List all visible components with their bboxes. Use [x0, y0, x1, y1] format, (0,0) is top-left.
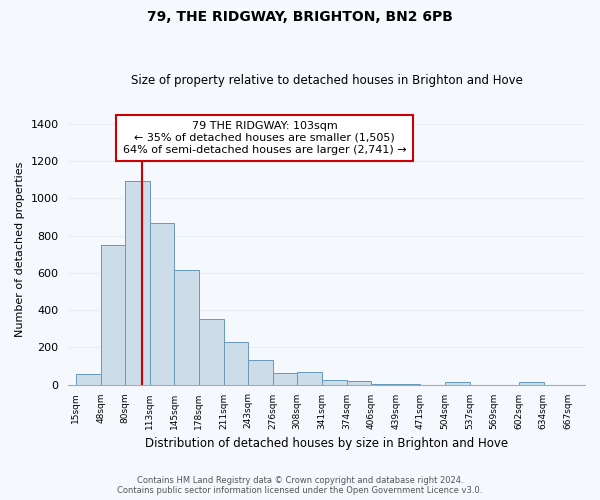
- X-axis label: Distribution of detached houses by size in Brighton and Hove: Distribution of detached houses by size …: [145, 437, 508, 450]
- Bar: [347, 382, 371, 384]
- Bar: [322, 380, 347, 384]
- Bar: [297, 372, 322, 384]
- Bar: [518, 382, 544, 384]
- Bar: [224, 342, 248, 384]
- Text: 79 THE RIDGWAY: 103sqm
← 35% of detached houses are smaller (1,505)
64% of semi-: 79 THE RIDGWAY: 103sqm ← 35% of detached…: [123, 122, 407, 154]
- Text: 79, THE RIDGWAY, BRIGHTON, BN2 6PB: 79, THE RIDGWAY, BRIGHTON, BN2 6PB: [147, 10, 453, 24]
- Text: Contains HM Land Registry data © Crown copyright and database right 2024.
Contai: Contains HM Land Registry data © Crown c…: [118, 476, 482, 495]
- Bar: [273, 372, 297, 384]
- Title: Size of property relative to detached houses in Brighton and Hove: Size of property relative to detached ho…: [131, 74, 523, 87]
- Bar: [150, 222, 174, 384]
- Bar: [248, 360, 273, 384]
- Bar: [199, 320, 224, 384]
- Bar: [101, 245, 125, 384]
- Bar: [76, 374, 101, 384]
- Bar: [174, 270, 199, 384]
- Bar: [445, 382, 470, 384]
- Y-axis label: Number of detached properties: Number of detached properties: [15, 162, 25, 338]
- Bar: [125, 180, 150, 384]
